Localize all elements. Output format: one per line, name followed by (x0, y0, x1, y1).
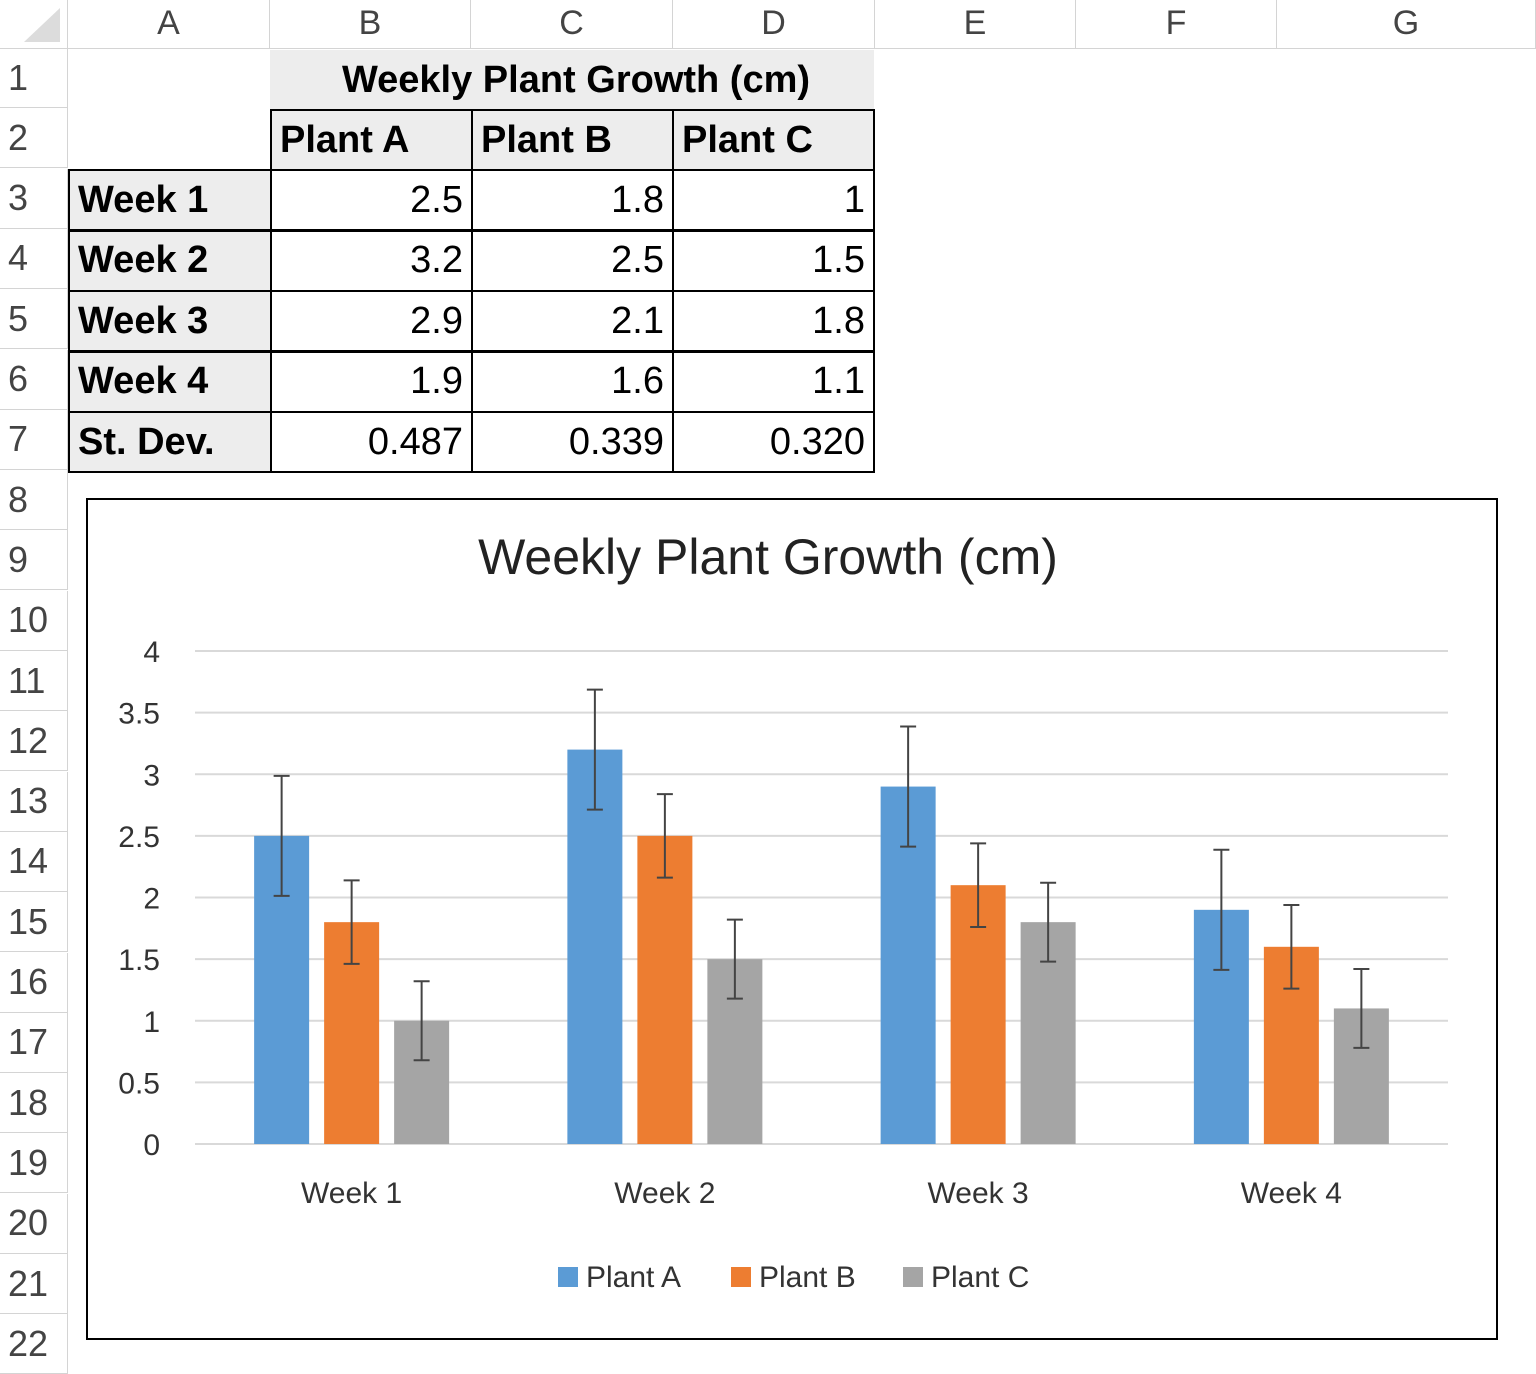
value-cell[interactable]: 1.5 (672, 229, 875, 292)
row-label-cell[interactable]: Week 1 (68, 169, 272, 231)
value-cell[interactable]: 0.320 (672, 411, 875, 473)
row-header-14[interactable]: 14 (0, 831, 68, 892)
row-header-20[interactable]: 20 (0, 1193, 68, 1254)
row-label-cell[interactable]: Week 2 (68, 229, 272, 292)
row-header-10[interactable]: 10 (0, 590, 68, 651)
row-header-16[interactable]: 16 (0, 952, 68, 1013)
value-cell[interactable]: 1.8 (471, 169, 674, 231)
row-label-cell[interactable]: St. Dev. (68, 411, 272, 473)
value-cell[interactable]: 2.5 (471, 229, 674, 292)
value-cell[interactable]: 1.6 (471, 350, 674, 413)
header-cell-1[interactable]: Plant A (270, 109, 473, 171)
row-header-19[interactable]: 19 (0, 1133, 68, 1194)
row-header-11[interactable]: 11 (0, 651, 68, 711)
value-cell[interactable]: 0.487 (270, 411, 473, 473)
select-all-corner[interactable] (0, 0, 68, 48)
value-cell[interactable]: 1.1 (672, 350, 875, 413)
column-header-b[interactable]: B (270, 0, 471, 48)
row-label-cell[interactable]: Week 3 (68, 290, 272, 352)
value-cell[interactable]: 2.5 (270, 169, 473, 231)
chart-area[interactable] (86, 498, 1498, 1340)
value-cell[interactable]: 1.8 (672, 290, 875, 352)
column-header-a[interactable]: A (68, 0, 270, 48)
value-cell[interactable]: 1.9 (270, 350, 473, 413)
column-header-f[interactable]: F (1076, 0, 1277, 48)
row-header-22[interactable]: 22 (0, 1314, 68, 1374)
value-cell[interactable]: 2.9 (270, 290, 473, 352)
header-cell-3[interactable]: Plant C (672, 109, 875, 171)
column-header-c[interactable]: C (471, 0, 673, 48)
row-header-2[interactable]: 2 (0, 108, 68, 169)
value-cell[interactable]: 0.339 (471, 411, 674, 473)
row-header-5[interactable]: 5 (0, 289, 68, 350)
row-header-13[interactable]: 13 (0, 771, 68, 832)
row-label-cell[interactable]: Week 4 (68, 350, 272, 413)
row-header-21[interactable]: 21 (0, 1254, 68, 1314)
value-cell[interactable]: 1 (672, 169, 875, 231)
row-header-12[interactable]: 12 (0, 711, 68, 772)
value-cell[interactable]: 2.1 (471, 290, 674, 352)
row-header-17[interactable]: 17 (0, 1012, 68, 1073)
row-header-18[interactable]: 18 (0, 1073, 68, 1134)
row-header-15[interactable]: 15 (0, 892, 68, 953)
row-header-8[interactable]: 8 (0, 470, 68, 531)
row-header-1[interactable]: 1 (0, 48, 68, 108)
row-header-4[interactable]: 4 (0, 228, 68, 289)
row-header-9[interactable]: 9 (0, 530, 68, 591)
column-header-e[interactable]: E (875, 0, 1076, 48)
value-cell[interactable]: 3.2 (270, 229, 473, 292)
column-header-g[interactable]: G (1277, 0, 1536, 48)
table-title-cell[interactable]: Weekly Plant Growth (cm) (270, 50, 874, 110)
column-header-d[interactable]: D (673, 0, 875, 48)
header-cell-2[interactable]: Plant B (471, 109, 674, 171)
row-header-3[interactable]: 3 (0, 168, 68, 229)
chart-title: Weekly Plant Growth (cm) (478, 529, 1058, 585)
row-header-6[interactable]: 6 (0, 349, 68, 410)
row-header-7[interactable]: 7 (0, 409, 68, 470)
